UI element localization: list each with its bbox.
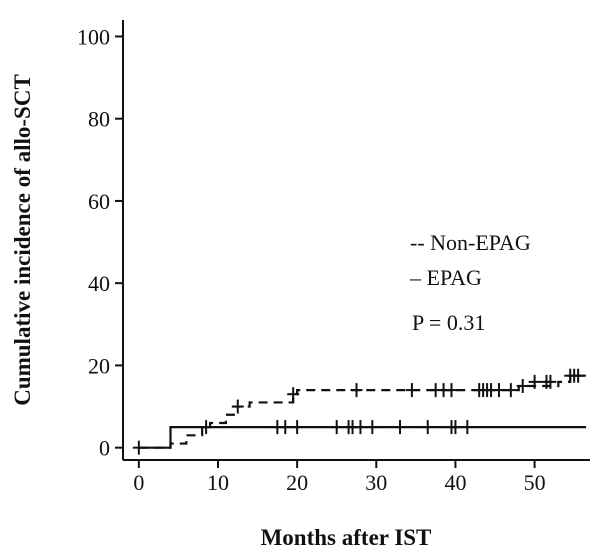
series-layer <box>132 368 587 455</box>
series-epag <box>138 420 587 449</box>
axes: 0 20 40 60 80 100 0 10 20 30 40 50 <box>77 20 590 495</box>
y-tick-label: 20 <box>88 353 110 378</box>
censor-mark <box>350 383 363 398</box>
censor-mark <box>291 420 304 435</box>
y-tick-label: 40 <box>88 271 110 296</box>
censor-mark <box>231 399 244 414</box>
y-tick-label: 0 <box>99 436 110 461</box>
censor-mark <box>394 420 407 435</box>
censor-mark <box>421 420 434 435</box>
x-tick-label: 10 <box>207 470 229 495</box>
y-axis-title: Cumulative incidence of allo-SCT <box>10 74 35 406</box>
censor-mark <box>492 383 505 398</box>
censor-mark <box>528 374 541 389</box>
x-tick-label: 0 <box>133 470 144 495</box>
y-tick-label: 100 <box>77 24 110 49</box>
censor-mark <box>287 387 300 402</box>
p-value-annotation: P = 0.31 <box>412 310 485 335</box>
censor-mark <box>354 420 367 435</box>
legend: -- Non-EPAG – EPAG <box>409 230 531 290</box>
legend-item-epag: – EPAG <box>409 265 482 290</box>
censor-mark <box>504 383 517 398</box>
x-tick-label: 20 <box>286 470 308 495</box>
censor-mark <box>330 420 343 435</box>
x-tick-label: 30 <box>365 470 387 495</box>
censor-mark <box>405 383 418 398</box>
censor-mark <box>279 420 292 435</box>
km-curve-non-epag <box>138 374 587 449</box>
censor-mark <box>516 378 529 393</box>
series-non-epag <box>132 368 587 455</box>
legend-item-non-epag: -- Non-EPAG <box>410 230 531 255</box>
y-tick-label: 80 <box>88 107 110 132</box>
x-tick-label: 40 <box>444 470 466 495</box>
censor-mark <box>366 420 379 435</box>
x-tick-label: 50 <box>524 470 546 495</box>
censor-mark <box>449 420 462 435</box>
censor-mark <box>544 374 557 389</box>
x-axis-title: Months after IST <box>261 525 432 550</box>
censor-mark <box>445 383 458 398</box>
censor-mark <box>461 420 474 435</box>
y-tick-label: 60 <box>88 189 110 214</box>
censor-mark <box>572 368 585 383</box>
